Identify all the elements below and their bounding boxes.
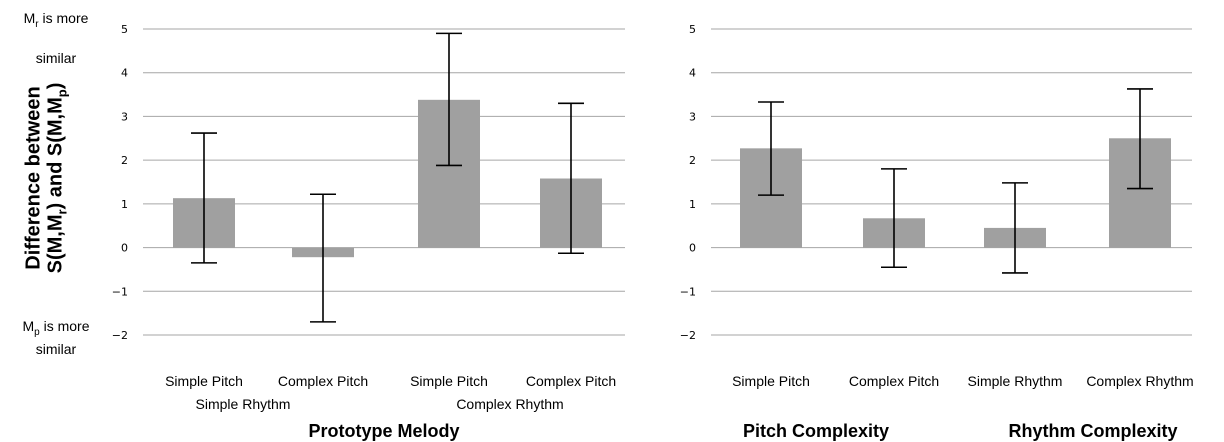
y-tick-label: 4 — [121, 67, 128, 80]
bottom-note: Mp is more similar — [22, 318, 90, 357]
x-tick-label: Complex Rhythm — [1086, 373, 1193, 389]
x-tick-label: Simple Pitch — [165, 373, 243, 389]
x-axis-label: Prototype Melody — [308, 421, 459, 441]
y-tick-label: 2 — [121, 154, 128, 167]
y-tick-label: −2 — [112, 329, 128, 342]
x-tick-label: Simple Pitch — [410, 373, 488, 389]
y-tick-label: 0 — [689, 242, 696, 255]
x-tick-label: Complex Pitch — [526, 373, 616, 389]
y-tick-label: −1 — [112, 285, 128, 298]
top-note: Mr is more similar — [23, 10, 89, 66]
y-tick-label: 0 — [121, 242, 128, 255]
y-tick-label: 1 — [689, 198, 696, 211]
y-tick-label: −2 — [680, 329, 696, 342]
y-tick-label: 1 — [121, 198, 128, 211]
x-tick-label: Simple Rhythm — [968, 373, 1063, 389]
y-tick-label: 3 — [689, 110, 696, 123]
y-tick-label: −1 — [680, 285, 696, 298]
y-tick-label: 5 — [689, 23, 696, 36]
x-tick-label: Complex Pitch — [278, 373, 368, 389]
y-tick-label: 5 — [121, 23, 128, 36]
y-tick-label: 2 — [689, 154, 696, 167]
group-label: Complex Rhythm — [456, 396, 563, 412]
y-tick-label: 4 — [689, 67, 696, 80]
x-tick-label: Complex Pitch — [849, 373, 939, 389]
group-label: Simple Rhythm — [196, 396, 291, 412]
x-tick-label: Simple Pitch — [732, 373, 810, 389]
group-label: Pitch Complexity — [743, 421, 889, 441]
group-label: Rhythm Complexity — [1008, 421, 1177, 441]
y-tick-label: 3 — [121, 110, 128, 123]
